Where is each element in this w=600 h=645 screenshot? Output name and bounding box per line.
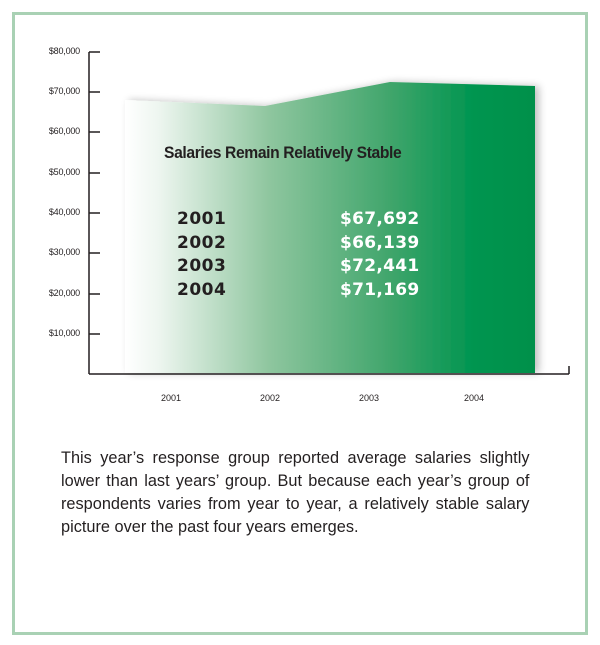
y-tick-label: $70,000: [48, 86, 80, 96]
x-tick-label: 2003: [358, 393, 380, 403]
x-tick-label: 2004: [463, 393, 485, 403]
table-year: 2001: [177, 209, 227, 229]
y-tick-label: $80,000: [48, 46, 80, 56]
x-tick-label: 2001: [160, 393, 182, 403]
y-tick-label: $50,000: [48, 167, 80, 177]
y-tick-label: $20,000: [48, 288, 80, 298]
table-value: $72,441: [340, 256, 420, 276]
table-year: 2002: [177, 233, 227, 253]
y-tick-label: $60,000: [48, 126, 80, 136]
y-tick-label: $40,000: [48, 207, 80, 217]
salary-area: [125, 82, 535, 373]
table-year: 2004: [177, 280, 227, 300]
table-value: $71,169: [340, 280, 420, 300]
x-tick-label: 2002: [259, 393, 281, 403]
y-tick-label: $30,000: [48, 247, 80, 257]
chart-title: Salaries Remain Relatively Stable: [164, 143, 402, 162]
table-value: $67,692: [340, 209, 420, 229]
table-value: $66,139: [340, 233, 420, 253]
area-chart: [88, 51, 570, 375]
table-year: 2003: [177, 256, 227, 276]
caption-text: This year’s response group reported aver…: [61, 448, 530, 536]
y-axis-ticks: [89, 51, 100, 335]
y-tick-label: $10,000: [48, 328, 80, 338]
